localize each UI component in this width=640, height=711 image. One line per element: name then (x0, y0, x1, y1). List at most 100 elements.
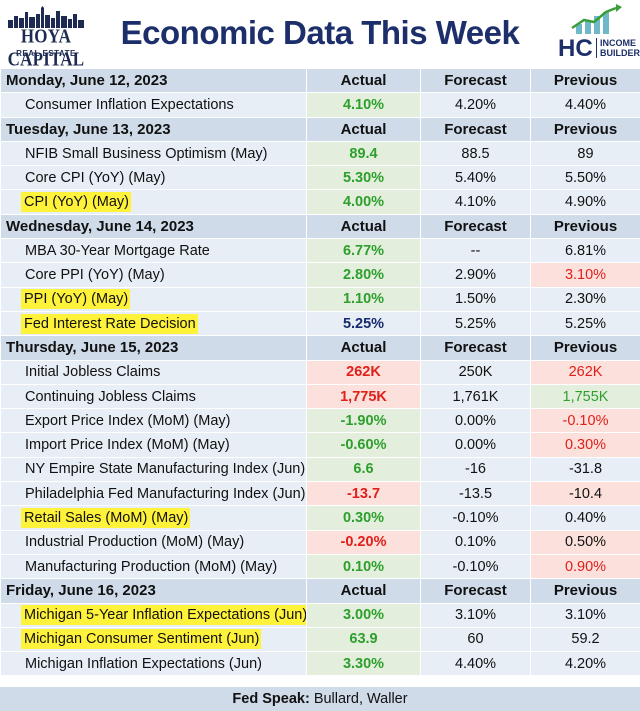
previous-value: 0.30% (530, 432, 640, 458)
column-header-previous: Previous (530, 67, 640, 94)
table-row: Michigan Inflation Expectations (Jun) 3.3… (0, 651, 640, 677)
indicator-name-cell: Import Price Index (MoM) (May) (0, 432, 307, 458)
forecast-value: -- (420, 238, 531, 264)
actual-value: 3.30% (306, 651, 421, 677)
actual-value: 4.00% (306, 189, 421, 215)
day-label: Monday, June 12, 2023 (0, 67, 307, 94)
indicator-name: Michigan Inflation Expectations (Jun) (25, 655, 262, 672)
builder-text: BUILDER (600, 48, 640, 58)
actual-value: 2.80% (306, 262, 421, 288)
hoya-capital-logo: HOYA CAPITAL REAL ESTATE (4, 4, 88, 70)
table-row: CPI (YoY) (May) 4.00% 4.10% 4.90% (0, 189, 640, 215)
fed-speak-footer: Fed Speak: Bullard, Waller (0, 687, 640, 711)
previous-value: 262K (530, 359, 640, 385)
indicator-name-cell: Core CPI (YoY) (May) (0, 165, 307, 191)
column-header-actual: Actual (306, 213, 421, 240)
data-table: Monday, June 12, 2023 Actual Forecast Previ… (0, 67, 640, 677)
indicator-name-cell: Michigan Inflation Expectations (Jun) (0, 651, 307, 677)
hc-logo-text: HC (558, 35, 593, 62)
day-header-row: Thursday, June 15, 2023 Actual Forecast Pre… (0, 335, 640, 361)
indicator-name: Michigan 5-Year Inflation Expectations (… (21, 605, 306, 626)
table-row: Core PPI (YoY) (May) 2.80% 2.90% 3.10% (0, 262, 640, 288)
column-header-forecast: Forecast (420, 213, 531, 240)
indicator-name-cell: Continuing Jobless Claims (0, 383, 307, 410)
indicator-name: Fed Interest Rate Decision (21, 313, 198, 334)
forecast-value: 1.50% (420, 286, 531, 312)
column-header-actual: Actual (306, 335, 421, 361)
previous-value: 59.2 (530, 626, 640, 653)
table-row: Retail Sales (MoM) (May) 0.30% -0.10% 0.40% (0, 505, 640, 531)
indicator-name-cell: Fed Interest Rate Decision (0, 310, 307, 337)
day-header-row: Wednesday, June 14, 2023 Actual Forecast Pr… (0, 213, 640, 240)
indicator-name-cell: Initial Jobless Claims (0, 359, 307, 385)
indicator-name: Core CPI (YoY) (May) (25, 169, 166, 186)
indicator-name-cell: PPI (YoY) (May) (0, 286, 307, 312)
indicator-name-cell: CPI (YoY) (May) (0, 189, 307, 215)
header: HOYA CAPITAL REAL ESTATE Economic Data T… (0, 0, 640, 70)
page-title: Economic Data This Week (120, 14, 520, 51)
skyline-icon (8, 6, 84, 28)
previous-value: 89 (530, 140, 640, 167)
column-header-previous: Previous (530, 116, 640, 142)
forecast-value: 2.90% (420, 262, 531, 288)
forecast-value: 4.40% (420, 651, 531, 677)
column-header-previous: Previous (530, 335, 640, 361)
indicator-name: NFIB Small Business Optimism (May) (25, 145, 268, 162)
hc-income-builder-logo: HC INCOME BUILDER (558, 4, 640, 64)
table-row: Consumer Inflation Expectations 4.10% 4.20… (0, 92, 640, 118)
forecast-value: 5.25% (420, 310, 531, 337)
previous-value: 0.50% (530, 529, 640, 555)
indicator-name-cell: Retail Sales (MoM) (May) (0, 505, 307, 531)
rising-chart-icon (571, 4, 622, 34)
indicator-name: NY Empire State Manufacturing Index (Jun… (25, 461, 306, 478)
indicator-name: Continuing Jobless Claims (25, 388, 196, 405)
actual-value: 1,775K (306, 383, 421, 410)
actual-value: -0.20% (306, 529, 421, 555)
previous-value: 4.90% (530, 189, 640, 215)
actual-value: -1.90% (306, 408, 421, 434)
indicator-name-cell: Core PPI (YoY) (May) (0, 262, 307, 288)
forecast-value: 88.5 (420, 140, 531, 167)
table-row: Continuing Jobless Claims 1,775K 1,761K 1,7… (0, 383, 640, 410)
fed-speak-label: Fed Speak: (232, 691, 310, 707)
table-row: Core CPI (YoY) (May) 5.30% 5.40% 5.50% (0, 165, 640, 191)
actual-value: 4.10% (306, 92, 421, 118)
actual-value: 6.6 (306, 456, 421, 483)
indicator-name: Manufacturing Production (MoM) (May) (25, 558, 278, 575)
indicator-name-cell: Michigan 5-Year Inflation Expectations (… (0, 602, 307, 628)
actual-value: -0.60% (306, 432, 421, 458)
actual-value: 5.30% (306, 165, 421, 191)
forecast-value: -13.5 (420, 481, 531, 507)
table-row: NY Empire State Manufacturing Index (Jun… (0, 456, 640, 483)
table-row: Initial Jobless Claims 262K 250K 262K (0, 359, 640, 385)
forecast-value: -16 (420, 456, 531, 483)
table-row: NFIB Small Business Optimism (May) 89.4 88… (0, 140, 640, 167)
day-label: Friday, June 16, 2023 (0, 578, 307, 604)
income-text: INCOME (600, 38, 636, 48)
logo-brand-text: HOYA CAPITAL (7, 25, 85, 70)
actual-value: 262K (306, 359, 421, 385)
table-row: PPI (YoY) (May) 1.10% 1.50% 2.30% (0, 286, 640, 312)
actual-value: 5.25% (306, 310, 421, 337)
actual-value: 63.9 (306, 626, 421, 653)
forecast-value: 0.00% (420, 432, 531, 458)
previous-value: -0.10% (530, 408, 640, 434)
previous-value: 0.40% (530, 505, 640, 531)
previous-value: 5.50% (530, 165, 640, 191)
logo-sub-text: REAL ESTATE (16, 49, 76, 58)
table-row: Export Price Index (MoM) (May) -1.90% 0.00… (0, 408, 640, 434)
fed-speak-speakers: Bullard, Waller (313, 691, 408, 707)
forecast-value: 1,761K (420, 383, 531, 410)
indicator-name: Michigan Consumer Sentiment (Jun) (21, 629, 262, 650)
day-header-row: Friday, June 16, 2023 Actual Forecast Previ… (0, 578, 640, 604)
indicator-name: MBA 30-Year Mortgage Rate (25, 242, 210, 259)
indicator-name: Philadelphia Fed Manufacturing Index (Ju… (25, 485, 306, 502)
indicator-name: Consumer Inflation Expectations (25, 96, 234, 113)
indicator-name: Core PPI (YoY) (May) (25, 267, 165, 284)
actual-value: 89.4 (306, 140, 421, 167)
indicator-name-cell: Manufacturing Production (MoM) (May) (0, 553, 307, 580)
column-header-previous: Previous (530, 578, 640, 604)
forecast-value: 250K (420, 359, 531, 385)
forecast-value: 60 (420, 626, 531, 653)
indicator-name: Initial Jobless Claims (25, 364, 161, 381)
